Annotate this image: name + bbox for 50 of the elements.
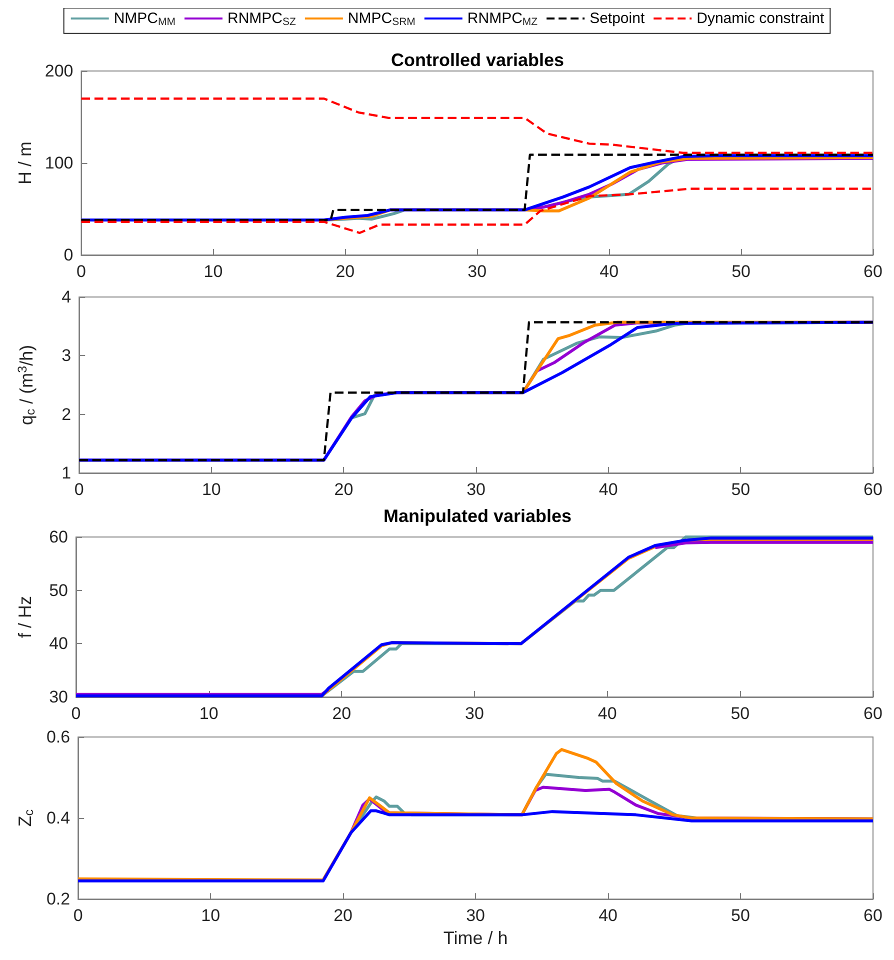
x-tick-label: 60: [864, 704, 882, 723]
x-tick-label: 20: [332, 704, 352, 723]
y-tick-label: 50: [49, 580, 68, 600]
x-tick-label: 0: [76, 262, 86, 281]
y-tick-label: 100: [44, 154, 74, 172]
x-tick-label: 10: [199, 704, 218, 723]
x-tick-label: 30: [465, 704, 484, 723]
y-tick-label: 0.4: [46, 808, 70, 828]
y-tick-label: 0.6: [46, 728, 70, 746]
x-tick-label: 40: [598, 704, 617, 723]
x-tick-label: 10: [201, 906, 220, 926]
y-tick-label: 0.2: [46, 890, 70, 909]
line-series: [80, 98, 874, 154]
y-tick-label: 60: [49, 528, 68, 546]
x-tick-label: 10: [202, 480, 221, 499]
y-tick-label: 4: [62, 288, 72, 306]
y-tick-label: 1: [62, 464, 72, 482]
y-tick-label: 200: [44, 62, 74, 80]
x-tick-label: 50: [731, 480, 750, 499]
x-tick-label: 20: [336, 262, 355, 281]
x-tick-label: 40: [598, 480, 618, 499]
y-tick-label: 2: [62, 404, 72, 424]
x-tick-label: 30: [466, 906, 485, 926]
x-tick-label: 50: [730, 704, 750, 723]
y-axis-title: Zc: [15, 809, 36, 827]
x-tick-label: 60: [864, 262, 882, 281]
y-tick-label: 40: [49, 634, 68, 654]
x-tick-label: 10: [204, 262, 223, 281]
x-tick-label: 60: [864, 480, 882, 499]
x-tick-label: 20: [334, 480, 354, 499]
x-tick-label: 50: [732, 262, 751, 281]
line-series: [76, 809, 874, 882]
y-axis-title: f / Hz: [15, 596, 35, 638]
chart-title: Manipulated variables: [383, 506, 572, 526]
y-axis-title: H / m: [15, 142, 35, 184]
x-tick-label: 40: [598, 906, 618, 926]
chart-title: Controlled variables: [390, 50, 564, 70]
x-tick-label: 30: [468, 262, 487, 281]
legend-label: Setpoint: [590, 10, 646, 27]
x-tick-label: 50: [731, 906, 750, 926]
y-tick-label: 30: [49, 688, 68, 706]
x-tick-label: 40: [600, 262, 619, 281]
x-tick-label: 60: [864, 906, 882, 926]
y-tick-label: 0: [64, 246, 74, 264]
y-tick-label: 3: [62, 346, 72, 366]
legend-label: Dynamic constraint: [696, 10, 825, 27]
y-axis-title: qc / (m3/h): [16, 344, 38, 426]
x-tick-label: 30: [466, 480, 486, 499]
x-tick-label: 20: [334, 906, 353, 926]
x-axis-title: Time / h: [443, 928, 508, 948]
